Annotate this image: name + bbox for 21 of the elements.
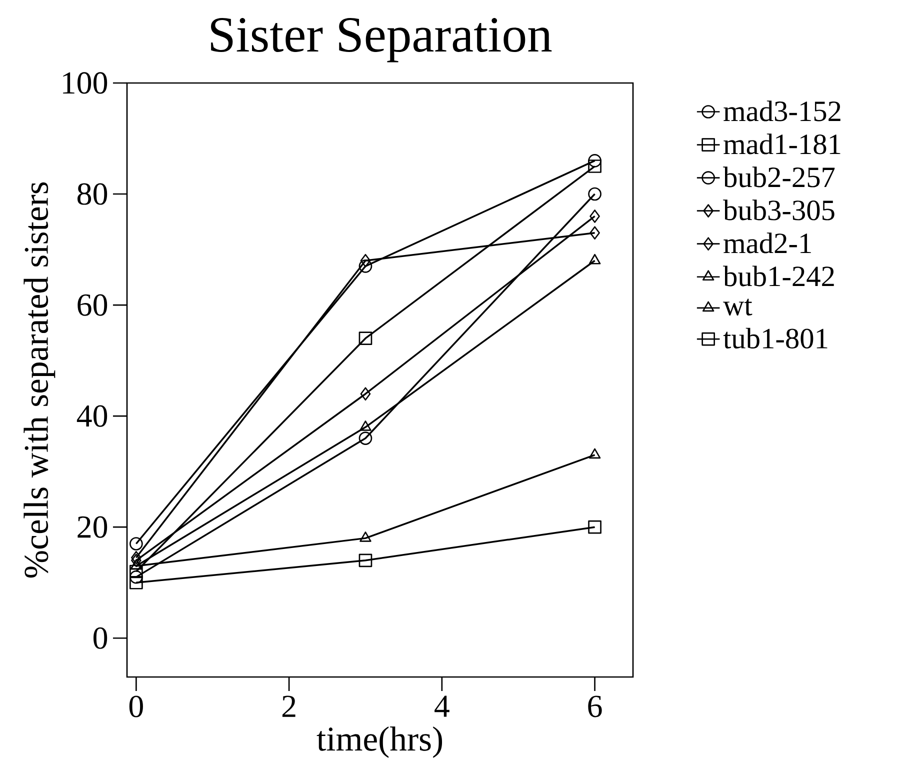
legend-label: bub1-242 <box>723 266 834 286</box>
y-axis-title: %cells with separated sisters <box>24 182 56 578</box>
legend-label: bub3-305 <box>723 200 834 220</box>
x-tick-label: 0 <box>129 696 143 718</box>
legend-label: mad2-1 <box>724 232 811 254</box>
y-tick-label: 40 <box>76 405 108 427</box>
y-tick-label: 100 <box>63 72 108 94</box>
y-tick-label: 20 <box>78 516 108 538</box>
x-tick-label: 6 <box>588 696 602 718</box>
x-tick-label: 4 <box>434 696 450 717</box>
legend-label: mad3-152 <box>724 100 840 122</box>
y-tick-label: 80 <box>78 183 108 205</box>
legend-label: bub2-257 <box>723 166 835 188</box>
legend-label: mad1-181 <box>724 134 840 154</box>
x-tick-label: 2 <box>282 696 296 717</box>
y-tick-label: 0 <box>94 627 108 649</box>
chart-title: Sister Separation <box>211 18 552 62</box>
legend-label: wt <box>723 298 752 316</box>
x-axis-title: time(hrs) <box>316 726 442 758</box>
y-tick-label: 60 <box>78 294 108 316</box>
legend-label: tub1-801 <box>723 328 828 349</box>
